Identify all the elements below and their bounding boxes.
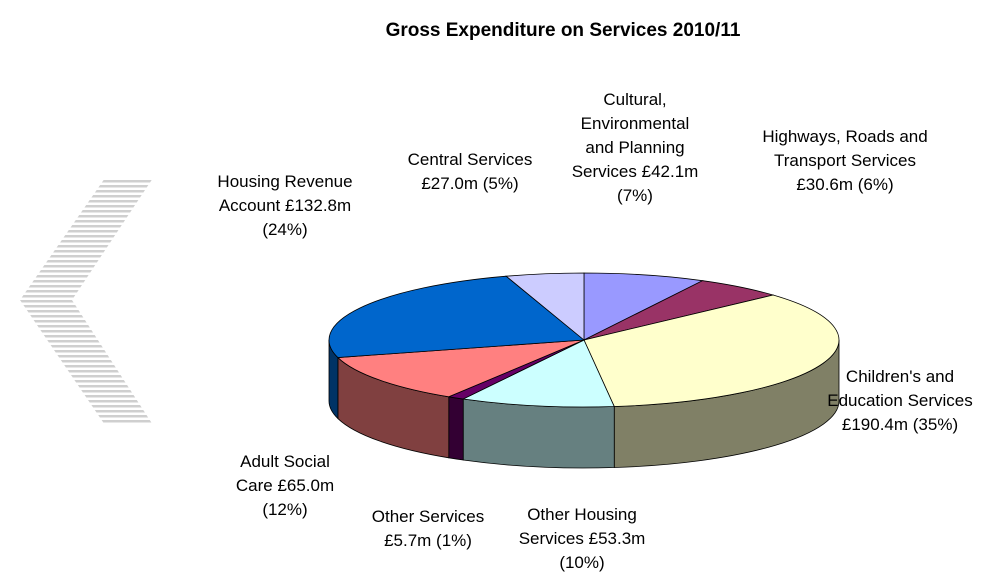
slice-label: Housing Revenue Account £132.8m (24%) [210,170,360,242]
slice-value-label: £30.6m (6%) [796,175,894,194]
slice-label: Highways, Roads and Transport Services £… [760,125,930,197]
slice-label: Other Housing Services £53.3m (10%) [512,503,652,575]
slice-category: Other Services [371,507,485,526]
slice-label: Children's and Education Services £190.4… [825,365,975,437]
slice [505,272,585,341]
slice-label: Cultural, Environmental and Planning Ser… [565,88,705,208]
slice-label: Central Services £27.0m (5%) [385,148,555,196]
slice-value-label: £42.1m (7%) [617,162,699,205]
slice-category: Highways, Roads and Transport Services [762,127,928,170]
slice-value-label: £27.0m (5%) [421,174,519,193]
slice-category: Housing Revenue Account [217,172,353,215]
slice-side [448,396,464,461]
slice [583,294,840,407]
slice [461,339,615,408]
chart-title: Gross Expenditure on Services 2010/11 [385,20,741,41]
slice-category: Cultural, Environmental and Planning Ser… [571,90,690,181]
slice-label: Adult Social Care £65.0m (12%) [228,450,343,522]
slice-value-label: £5.7m (1%) [384,531,472,550]
slice-value-label: £190.4m (35%) [841,415,959,434]
slice-label: Other Services £5.7m (1%) [353,505,503,553]
slice-value-label: £132.8m (24%) [262,196,352,239]
slice-category: Central Services [407,150,533,169]
slice-value-label: £53.3m (10%) [559,529,646,572]
slice [328,275,586,358]
slice-category: Other Housing Services [518,505,637,548]
decoration-chevron [20,178,153,425]
slice-category: Children's and Education Services [827,367,973,410]
slice-side [462,398,615,469]
slice-value-label: £65.0m (12%) [262,476,335,519]
slice [336,339,585,398]
slice-category: Adult Social Care [235,452,330,495]
slice [583,272,704,341]
